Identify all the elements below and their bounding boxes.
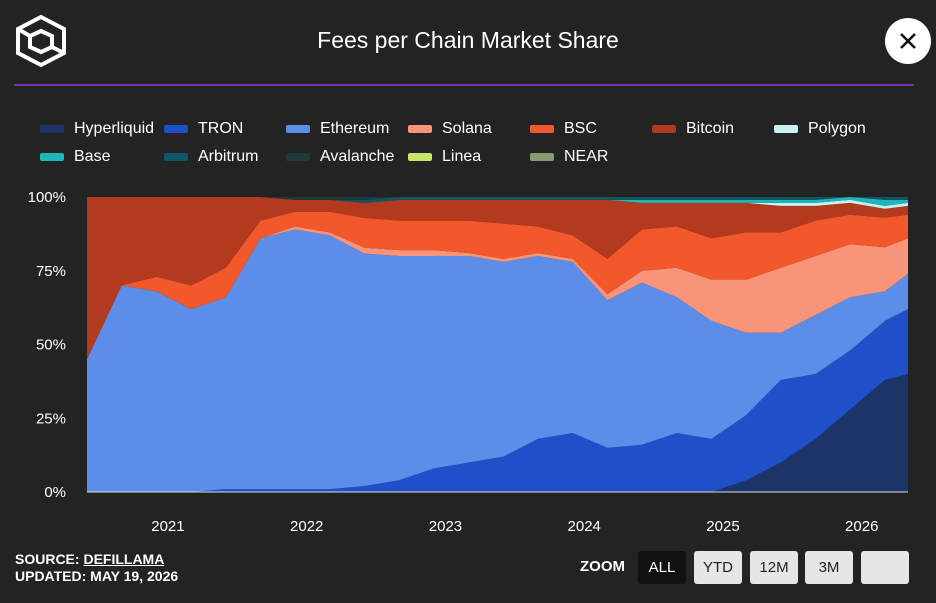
source-label: SOURCE:	[15, 551, 84, 567]
y-tick-label: 25%	[36, 410, 66, 427]
y-tick-label: 0%	[44, 484, 66, 501]
legend-label: Hyperliquid	[74, 120, 155, 137]
legend-swatch	[408, 125, 432, 133]
close-button[interactable]	[885, 18, 931, 64]
x-tick-label: 2023	[429, 518, 462, 535]
zoom-label: ZOOM	[580, 558, 625, 575]
series-area-avalanche[interactable]	[87, 197, 908, 200]
cube-logo-icon	[16, 14, 66, 68]
legend-label: Solana	[442, 120, 492, 137]
x-tick-label: 2025	[706, 518, 739, 535]
legend-label: NEAR	[564, 148, 609, 165]
page-title: Fees per Chain Market Share	[317, 27, 619, 53]
zoom-all-button[interactable]: ALL	[638, 551, 686, 584]
legend-item-ethereum[interactable]: Ethereum	[286, 120, 389, 138]
legend-label: Ethereum	[320, 120, 390, 137]
series-area-solana[interactable]	[87, 226, 908, 360]
source-link[interactable]: DEFILLAMA	[83, 551, 165, 567]
series-area-bitcoin[interactable]	[87, 197, 908, 360]
legend-swatch	[40, 125, 64, 133]
legend-swatch	[164, 125, 188, 133]
legend-swatch	[286, 125, 310, 133]
legend-label: Bitcoin	[686, 120, 735, 137]
legend-item-hyperliquid[interactable]: Hyperliquid	[40, 120, 154, 138]
series-area-bsc[interactable]	[87, 211, 908, 360]
legend-item-near[interactable]: NEAR	[530, 148, 608, 166]
source-info: SOURCE: DEFILLAMA UPDATED: MAY 19, 2026	[15, 551, 178, 585]
zoom-blank-button[interactable]	[861, 551, 909, 584]
x-tick-label: 2021	[151, 518, 184, 535]
x-tick-label: 2022	[290, 518, 323, 535]
zoom-ytd-button[interactable]: YTD	[694, 551, 742, 584]
legend-swatch	[652, 125, 676, 133]
stacked-area-chart: 0% 25% 50% 75% 100% 2021 2022 2023 2024 2025 2026	[28, 189, 908, 535]
legend-item-bsc[interactable]: BSC	[530, 120, 597, 138]
series-area-tron[interactable]	[87, 309, 908, 492]
zoom-12m-button[interactable]: 12M	[750, 551, 798, 584]
legend-label: TRON	[198, 120, 244, 137]
legend-label: Avalanche	[320, 148, 395, 165]
legend-swatch	[408, 153, 432, 161]
zoom-3m-button[interactable]: 3M	[805, 551, 853, 584]
legend-item-polygon[interactable]: Polygon	[774, 120, 866, 138]
legend-swatch	[774, 125, 798, 133]
legend-label: Linea	[442, 148, 482, 165]
legend-label: Base	[74, 148, 111, 165]
legend-swatch	[286, 153, 310, 161]
legend-item-avalanche[interactable]: Avalanche	[286, 148, 394, 166]
legend-item-arbitrum[interactable]: Arbitrum	[164, 148, 258, 166]
y-tick-label: 100%	[28, 189, 66, 206]
series-area-arbitrum[interactable]	[87, 197, 908, 203]
legend-item-linea[interactable]: Linea	[408, 148, 481, 166]
legend-swatch	[164, 153, 188, 161]
legend-swatch	[40, 153, 64, 161]
updated-date: UPDATED: MAY 19, 2026	[15, 568, 179, 584]
series-area-hyperliquid[interactable]	[87, 374, 908, 492]
series-area-ethereum[interactable]	[87, 229, 908, 492]
legend-item-tron[interactable]: TRON	[164, 120, 243, 138]
close-icon	[900, 33, 916, 49]
legend-label: Polygon	[808, 120, 866, 137]
header: Fees per Chain Market Share	[0, 0, 936, 86]
y-tick-label: 75%	[36, 263, 66, 280]
legend-label: BSC	[564, 120, 597, 137]
legend-swatch	[530, 153, 554, 161]
legend-label: Arbitrum	[198, 148, 259, 165]
series-area-base[interactable]	[87, 197, 908, 206]
legend-item-solana[interactable]: Solana	[408, 120, 492, 138]
x-tick-label: 2024	[568, 518, 601, 535]
legend-swatch	[530, 125, 554, 133]
x-tick-label: 2026	[845, 518, 878, 535]
legend-item-base[interactable]: Base	[40, 148, 110, 166]
y-tick-label: 50%	[36, 337, 66, 354]
header-divider	[14, 84, 914, 86]
legend-item-bitcoin[interactable]: Bitcoin	[652, 120, 734, 138]
